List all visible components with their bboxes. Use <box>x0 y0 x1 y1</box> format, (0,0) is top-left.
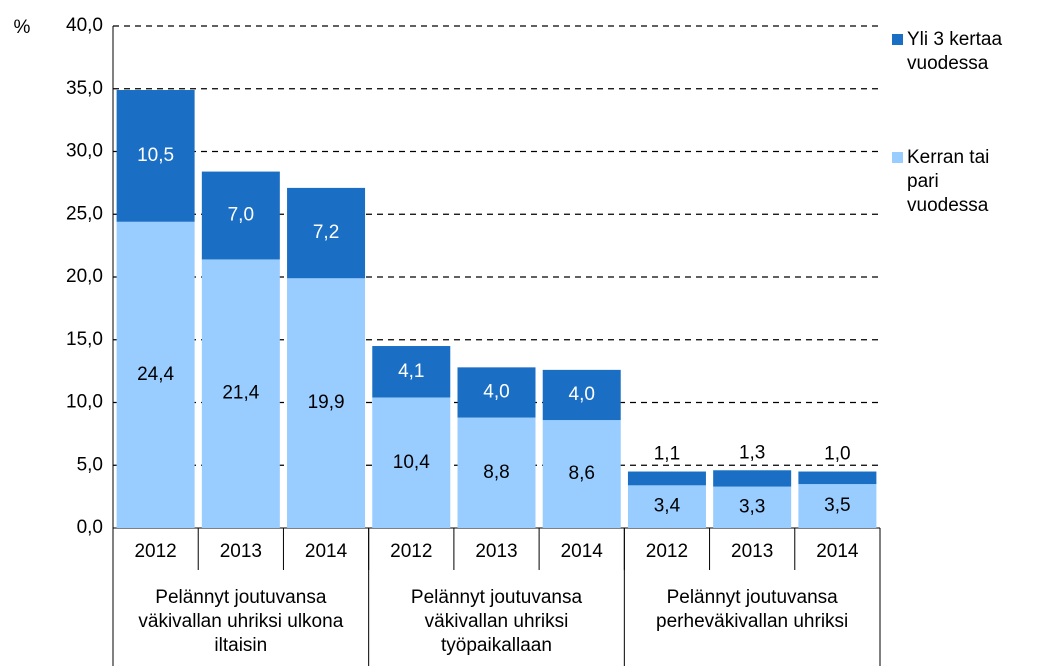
data-label: 10,5 <box>137 145 174 166</box>
y-tick-label: 15,0 <box>66 329 103 350</box>
legend-item: Yli 3 kertaa vuodessa <box>892 28 1032 76</box>
bar-segment <box>627 485 706 528</box>
y-tick-label: 35,0 <box>66 78 103 99</box>
data-label: 3,3 <box>739 496 765 517</box>
x-tick-label: 2013 <box>220 541 262 562</box>
data-label: 3,4 <box>654 496 681 517</box>
y-tick-label: 30,0 <box>66 141 103 162</box>
bar-segment <box>627 471 706 486</box>
data-label: 8,8 <box>483 462 509 483</box>
legend-swatch <box>892 152 903 163</box>
data-label: 4,1 <box>398 361 424 382</box>
data-label: 7,0 <box>228 205 254 226</box>
bar-segment <box>542 369 621 421</box>
data-label: 3,5 <box>824 495 850 516</box>
data-label: 10,4 <box>393 452 430 473</box>
y-axis-label: % <box>14 17 31 38</box>
bar-segment <box>201 259 280 528</box>
bar-segment <box>287 187 366 279</box>
y-tick-label: 10,0 <box>66 392 103 413</box>
legend-label: Yli 3 kertaa vuodessa <box>907 29 1003 74</box>
y-tick-label: 40,0 <box>66 15 103 36</box>
bar-segment <box>798 471 877 485</box>
data-label: 1,0 <box>824 444 850 465</box>
bar-segment <box>116 90 195 222</box>
bar-segment <box>372 397 451 528</box>
bar-segment <box>457 417 536 528</box>
y-tick-label: 0,0 <box>77 517 103 538</box>
bar-segment <box>713 486 792 528</box>
x-tick-label: 2012 <box>134 541 176 562</box>
data-label: 21,4 <box>222 383 259 404</box>
legend-swatch <box>892 34 903 45</box>
data-label: 1,1 <box>654 444 680 465</box>
bar-segment <box>116 221 195 528</box>
group-label: Pelännyt joutuvansa perheväkivallan uhri… <box>656 587 849 632</box>
legend-label: Kerran tai pari vuodessa <box>907 147 990 216</box>
x-tick-label: 2014 <box>305 541 348 562</box>
data-label: 4,0 <box>569 384 595 405</box>
x-tick-label: 2012 <box>646 541 688 562</box>
data-label: 19,9 <box>308 392 345 413</box>
x-tick-label: 2014 <box>816 541 859 562</box>
bar-segment <box>457 367 536 418</box>
group-label: Pelännyt joutuvansa väkivallan uhriksi t… <box>410 587 583 656</box>
data-label: 24,4 <box>137 364 174 385</box>
x-tick-label: 2013 <box>475 541 517 562</box>
y-tick-label: 20,0 <box>66 266 103 287</box>
legend-item: Kerran tai pari vuodessa <box>892 146 1032 218</box>
x-tick-label: 2014 <box>561 541 604 562</box>
y-tick-label: 25,0 <box>66 203 103 224</box>
bar-segment <box>287 278 366 528</box>
bar-segment <box>201 171 280 260</box>
x-tick-label: 2012 <box>390 541 432 562</box>
bar-segment <box>372 346 451 398</box>
y-tick-label: 5,0 <box>77 454 103 475</box>
data-label: 1,3 <box>739 442 765 463</box>
group-label: Pelännyt joutuvansa väkivallan uhriksi u… <box>138 587 344 656</box>
x-tick-label: 2013 <box>731 541 773 562</box>
bar-segment <box>713 470 792 487</box>
data-label: 4,0 <box>483 381 509 402</box>
bar-segment <box>542 420 621 528</box>
data-label: 7,2 <box>313 222 339 243</box>
bar-segment <box>798 484 877 528</box>
data-label: 8,6 <box>569 463 595 484</box>
